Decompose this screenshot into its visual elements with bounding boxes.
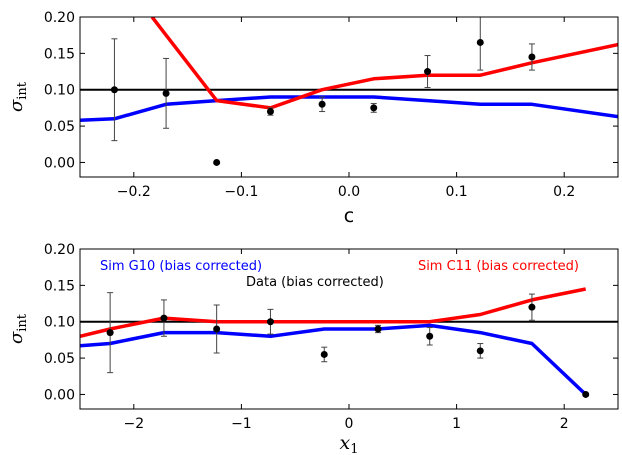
data-point	[374, 325, 382, 333]
data-point	[266, 108, 274, 116]
data-point	[110, 86, 118, 94]
data-point	[370, 104, 378, 112]
x-tick-label: 0.1	[445, 184, 467, 200]
data-point	[528, 53, 536, 61]
y-tick-label: 0.15	[44, 278, 75, 294]
series-line-blue	[80, 95, 618, 123]
data-point	[476, 347, 484, 355]
data-point	[213, 158, 221, 166]
series-line-red	[150, 17, 618, 110]
x-tick-label: 0.0	[338, 184, 360, 200]
y-axis-label: σint	[6, 313, 30, 344]
series-line-blue	[80, 323, 587, 396]
y-tick-label: 0.20	[44, 242, 75, 258]
chart-panel-2: −2 −1 0 1 2 0.00 0.05 0.10 0.15 0.20 σint x1 Sim G10…	[6, 242, 619, 455]
y-tick-label: 0.15	[44, 46, 75, 62]
x-tick-label: −1	[231, 416, 252, 432]
data-point	[213, 325, 221, 333]
x-axis-label: x1	[340, 432, 359, 455]
data-point	[160, 314, 168, 322]
annotation-label: Sim C11 (bias corrected)	[418, 259, 579, 274]
data-point	[582, 390, 590, 398]
x-axis-label: c	[344, 205, 354, 227]
data-point	[106, 329, 114, 337]
data-point	[476, 38, 484, 46]
x-tick-label: 0.2	[553, 184, 575, 200]
y-tick-label: 0.20	[44, 10, 75, 26]
y-tick-label: 0.00	[44, 155, 75, 171]
data-point	[528, 303, 536, 311]
y-tick-label: 0.10	[44, 83, 75, 99]
y-tick-label: 0.05	[44, 351, 75, 367]
data-point	[426, 332, 434, 340]
y-tick-label: 0.00	[44, 387, 75, 403]
x-tick-label: −0.2	[117, 184, 151, 200]
y-tick-label: 0.05	[44, 119, 75, 135]
y-axis-label: σint	[6, 81, 30, 112]
data-point	[162, 89, 170, 97]
data-point	[320, 350, 328, 358]
x-tick-label: 2	[560, 416, 569, 432]
annotation-label: Data (bias corrected)	[246, 275, 384, 290]
x-tick-label: 1	[452, 416, 461, 432]
series-line-red	[80, 287, 587, 339]
data-point	[266, 318, 274, 326]
chart-panel-1: −0.2 −0.1 0.0 0.1 0.2 0.00 0.05 0.10 0.15 0.20 σin…	[6, 10, 619, 227]
x-tick-label: −0.1	[224, 184, 258, 200]
data-point	[318, 100, 326, 108]
annotation-label: Sim G10 (bias corrected)	[100, 259, 262, 274]
y-tick-label: 0.10	[44, 315, 75, 331]
data-point	[424, 68, 432, 76]
x-tick-label: 0	[345, 416, 354, 432]
x-tick-label: −2	[123, 416, 144, 432]
